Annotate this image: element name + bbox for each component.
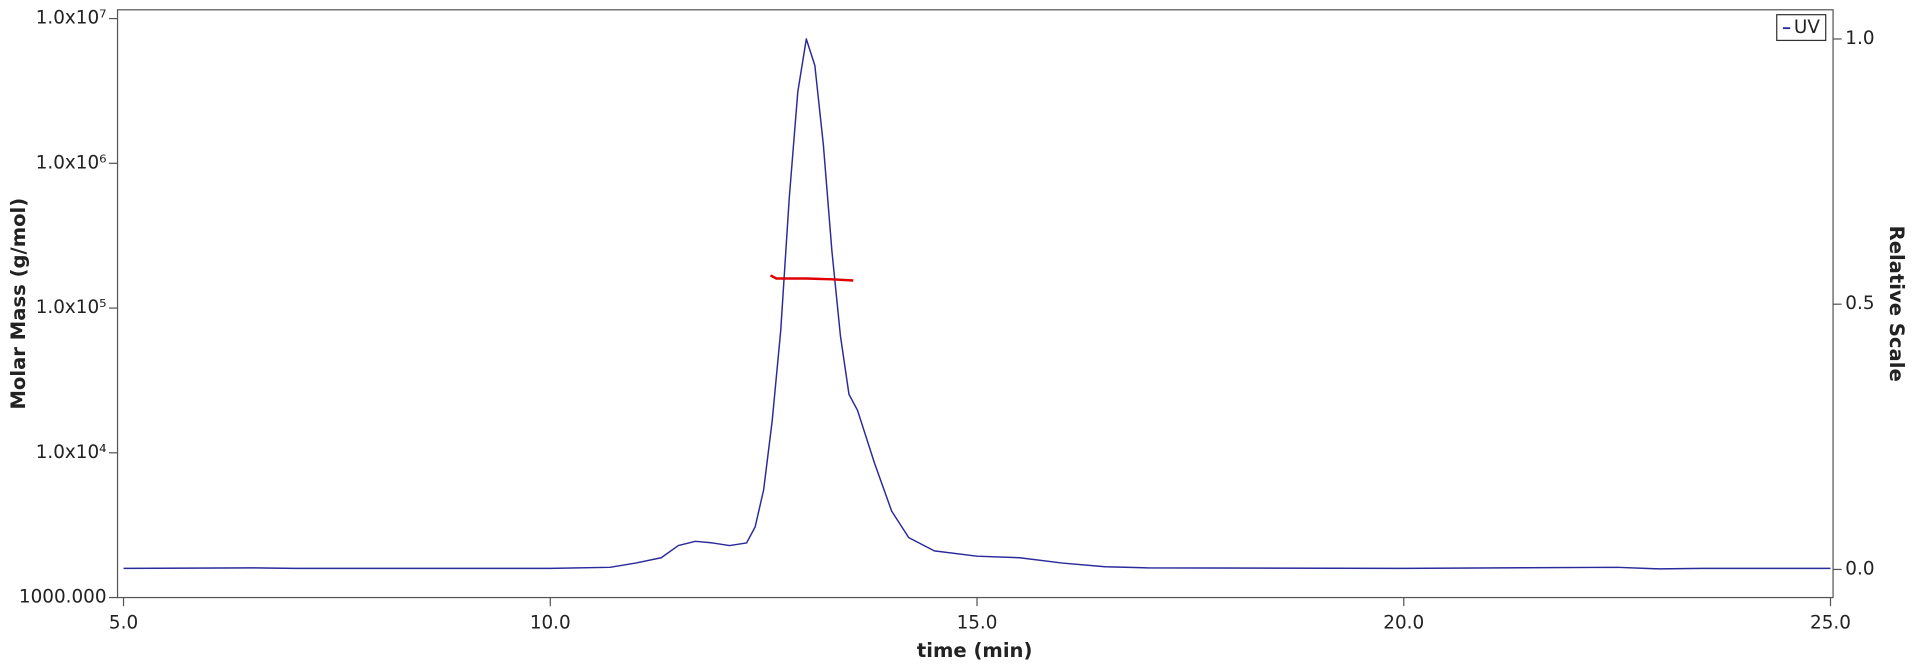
y-tick-label: 1000.000 [19,587,107,608]
y2-tick-label: 0.5 [1845,293,1874,314]
y-tick-label: 1.0x10⁵ [36,297,107,318]
data-line [769,274,854,282]
y-axis-title: Molar Mass (g/mol) [7,198,30,410]
legend-label: UV [1794,17,1820,38]
x-tick-label: 20.0 [1383,612,1424,633]
y-tick-label: 1.0x10⁴ [36,442,107,463]
x-tick-label: 15.0 [957,612,998,633]
x-tick-label: 5.0 [109,612,138,633]
x-axis-title: time (min) [917,639,1033,662]
y2-tick-label: 1.0 [1845,28,1874,49]
y-tick-label: 1.0x10⁶ [36,152,107,173]
data-line [123,38,1831,570]
y2-tick-label: 0.0 [1845,558,1874,579]
x-tick-label: 25.0 [1810,612,1851,633]
x-tick-label: 10.0 [530,612,571,633]
plot-frame [116,9,1834,599]
y-tick-label: 1.0x10⁷ [36,8,107,29]
y2-axis-title: Relative Scale [1885,226,1908,382]
